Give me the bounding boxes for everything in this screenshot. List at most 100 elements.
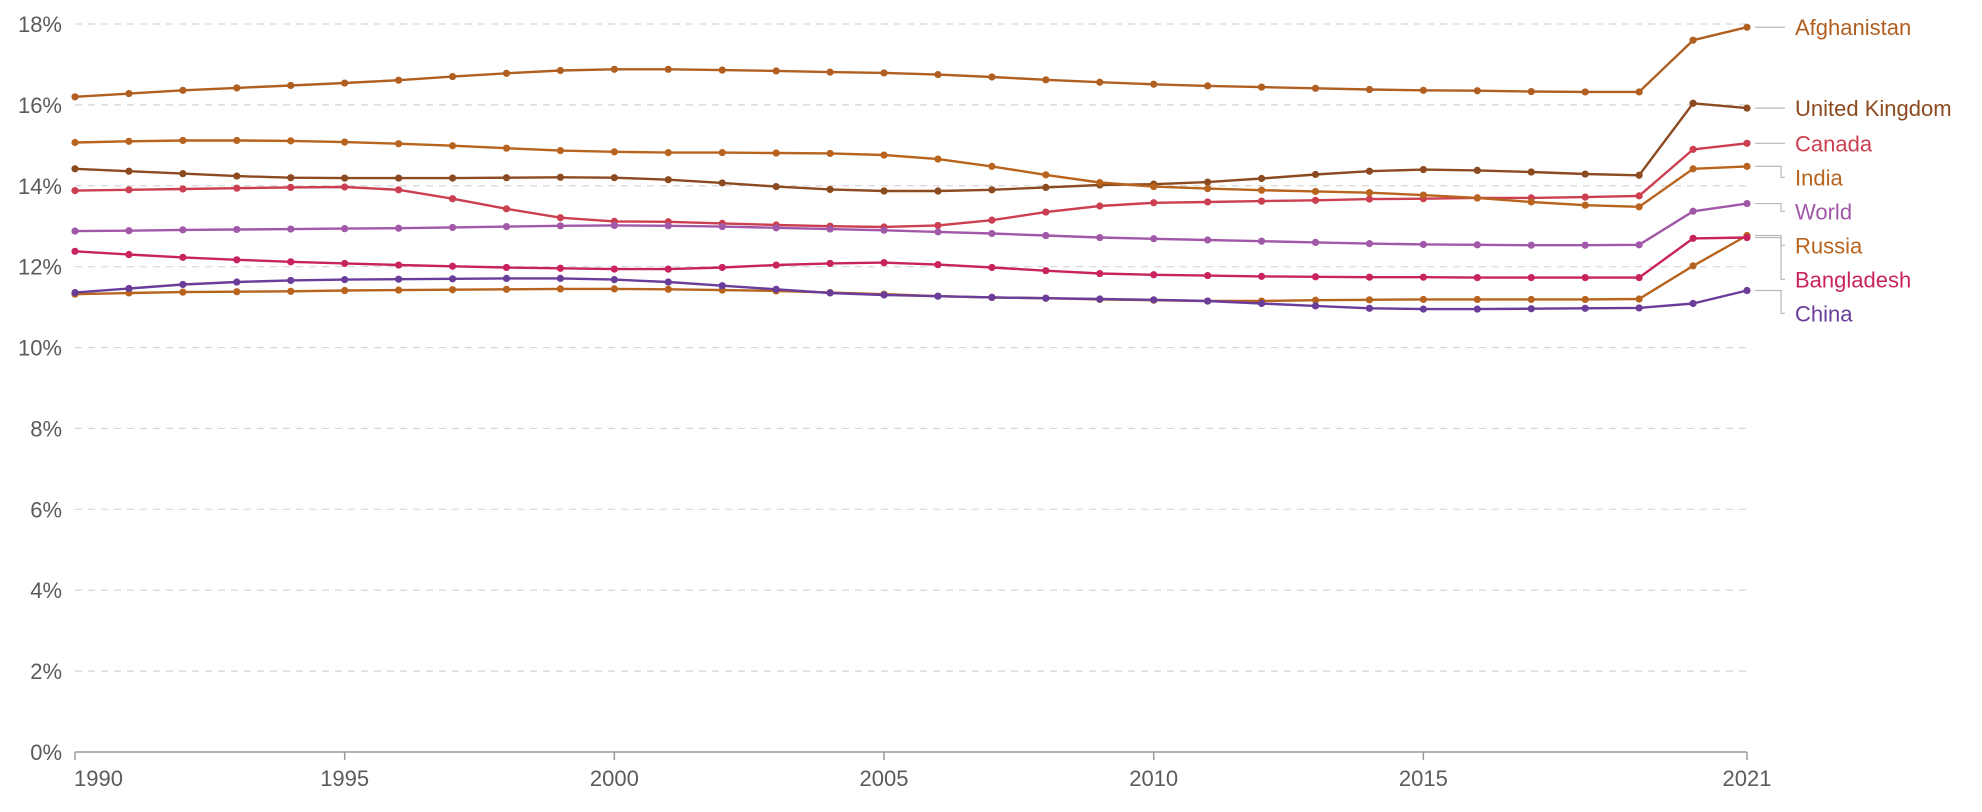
data-point (934, 187, 942, 195)
data-point (395, 174, 403, 182)
data-point (287, 225, 295, 233)
data-point (1743, 23, 1751, 31)
data-point (1419, 305, 1427, 313)
data-point (610, 285, 618, 293)
data-point (1311, 187, 1320, 196)
y-tick-label: 12% (18, 255, 62, 280)
y-tick-label: 2% (30, 659, 62, 684)
y-tick-label: 4% (30, 578, 62, 603)
data-point (610, 148, 618, 156)
data-point (556, 214, 565, 222)
data-point (1743, 233, 1751, 242)
data-point (448, 195, 457, 203)
x-tick-label: 2005 (860, 766, 909, 791)
data-point (1473, 305, 1481, 313)
data-point (448, 286, 457, 294)
data-point (1743, 199, 1751, 208)
data-point (556, 146, 565, 155)
y-tick-label: 16% (18, 93, 62, 118)
data-point (1419, 240, 1427, 249)
data-point (287, 183, 295, 191)
series-line (74, 202, 1748, 247)
data-point (1527, 241, 1535, 249)
data-point (1635, 192, 1643, 200)
data-point (1257, 174, 1266, 183)
data-point (233, 278, 241, 286)
series-india (71, 136, 1751, 211)
data-point (125, 250, 133, 259)
data-point (880, 187, 888, 195)
data-point (880, 226, 888, 234)
data-point (934, 292, 942, 300)
data-point (1581, 170, 1589, 178)
data-point (1689, 99, 1697, 107)
data-point (1689, 36, 1697, 44)
data-point (1311, 302, 1320, 310)
data-point (1257, 299, 1266, 308)
data-point (1365, 240, 1374, 248)
data-point (880, 69, 888, 77)
data-point (1473, 166, 1481, 175)
legend: Afghanistan United Kingdom Canada India Worl… (1755, 15, 1952, 326)
data-point (556, 274, 565, 282)
data-point (71, 187, 79, 195)
data-point (664, 222, 672, 230)
data-point (1581, 201, 1589, 209)
data-point (1527, 273, 1535, 282)
legend-label: Bangladesh (1795, 267, 1911, 292)
data-point (988, 186, 996, 194)
data-point (1689, 165, 1697, 173)
data-point (1581, 88, 1589, 96)
axes: 0% 2% 4% 6% 8% 10% 12% 14% 16% 18% 1990 1995 2000 200… (18, 12, 1772, 791)
data-point (1204, 198, 1212, 206)
data-point (934, 261, 942, 269)
data-point (1527, 198, 1535, 206)
data-point (988, 216, 996, 224)
data-point (610, 276, 618, 284)
data-point (1150, 296, 1158, 304)
data-point (502, 205, 511, 213)
data-point (1527, 305, 1535, 313)
data-point (826, 149, 834, 158)
data-point (610, 221, 618, 230)
data-point (880, 259, 888, 267)
data-point (341, 276, 349, 284)
data-point (880, 151, 888, 159)
data-point (772, 261, 780, 269)
series-world (71, 199, 1751, 249)
data-point (179, 185, 187, 193)
data-point (718, 223, 726, 231)
data-point (772, 224, 780, 232)
legend-item: World (1755, 199, 1852, 224)
data-point (1096, 295, 1104, 303)
legend-item: Russia (1755, 233, 1863, 258)
data-point (772, 67, 780, 75)
data-point (610, 265, 618, 273)
data-point (610, 65, 618, 73)
series-line (74, 26, 1748, 98)
series-lines (71, 23, 1751, 313)
series-line (74, 139, 1748, 208)
data-point (556, 173, 565, 181)
data-point (395, 224, 403, 232)
data-point (1473, 194, 1481, 202)
data-point (1473, 273, 1481, 282)
data-point (1204, 236, 1212, 244)
series-line (74, 277, 1748, 311)
data-point (1527, 295, 1535, 304)
legend-connector (1755, 202, 1785, 212)
data-point (1042, 231, 1050, 240)
data-point (1635, 88, 1643, 96)
data-point (1743, 162, 1751, 170)
x-tick-label: 1990 (74, 766, 123, 791)
series-line (74, 102, 1748, 193)
data-point (1527, 87, 1535, 96)
series-russia (71, 231, 1751, 305)
data-point (664, 265, 672, 273)
data-point (1311, 273, 1320, 281)
legend-label: Afghanistan (1795, 15, 1911, 40)
data-point (395, 186, 403, 194)
data-point (1635, 273, 1643, 282)
data-point (826, 289, 834, 297)
data-point (610, 174, 618, 182)
